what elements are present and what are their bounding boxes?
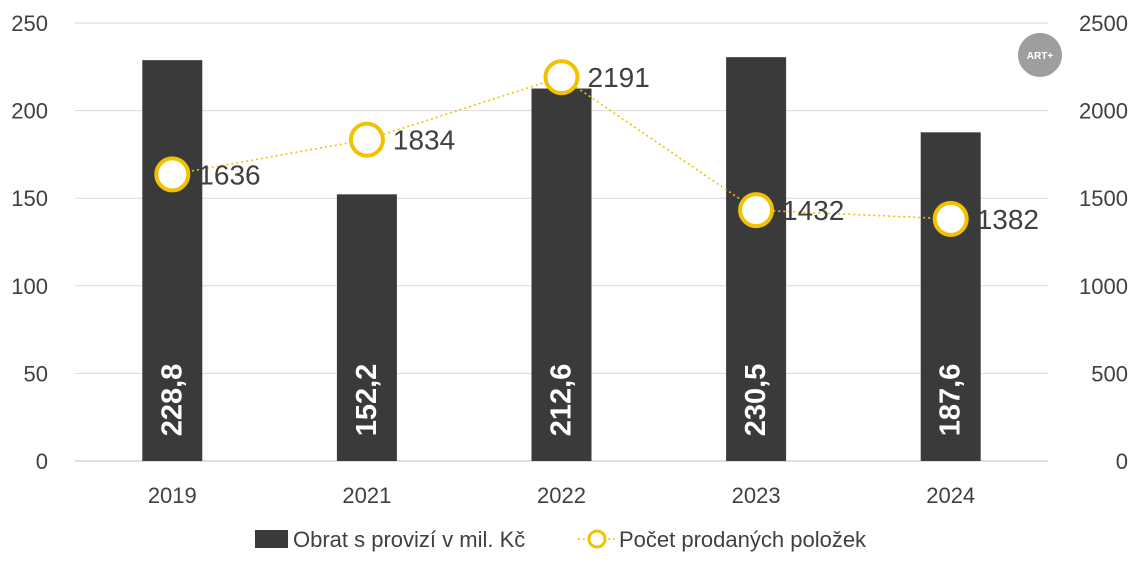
line-series: 1636 1834 2191 1432 1382 — [154, 59, 1039, 237]
point-data-label: 1834 — [393, 125, 455, 156]
legend-swatch-marker — [587, 529, 607, 549]
y-right-tick-label: 2500 — [1079, 11, 1128, 36]
x-tick-label: 2019 — [148, 483, 197, 508]
axes: 0 0 50 500 100 1000 150 1500 200 2000 250 2500 2019 2… — [11, 11, 1128, 508]
bar — [336, 194, 397, 462]
x-tick-label: 2024 — [926, 483, 975, 508]
bar-data-label: 152,2 — [351, 364, 383, 437]
x-tick-label: 2021 — [342, 483, 391, 508]
y-left-tick-label: 250 — [11, 11, 48, 36]
y-right-tick-label: 500 — [1091, 361, 1128, 386]
bar-data-label: 230,5 — [740, 364, 772, 437]
badge-text: ART+ — [1027, 51, 1054, 62]
line-point — [348, 121, 385, 158]
legend-label-bar: Obrat s provizí v mil. Kč — [293, 527, 525, 552]
legend-label-line: Počet prodaných položek — [619, 527, 867, 552]
line-point — [738, 192, 775, 229]
y-left-tick-label: 150 — [11, 186, 48, 211]
legend-swatch-bar — [255, 530, 288, 548]
bar — [142, 60, 203, 462]
y-left-tick-label: 100 — [11, 274, 48, 299]
y-left-tick-label: 200 — [11, 99, 48, 124]
bars: 228,8 152,2 212,6 230,5 187,6 — [142, 57, 981, 462]
y-right-tick-label: 2000 — [1079, 99, 1128, 124]
y-left-tick-label: 0 — [36, 449, 48, 474]
point-data-label: 1636 — [198, 159, 260, 190]
bar — [531, 88, 592, 461]
bar — [726, 57, 787, 461]
bar-data-label: 228,8 — [156, 364, 188, 437]
y-right-tick-label: 0 — [1116, 449, 1128, 474]
bar-data-label: 187,6 — [935, 364, 967, 437]
x-tick-label: 2023 — [732, 483, 781, 508]
bar-data-label: 212,6 — [546, 364, 578, 437]
series-line — [172, 76, 951, 220]
point-data-label: 1432 — [782, 195, 844, 226]
line-point — [154, 156, 191, 193]
line-point — [932, 200, 969, 237]
y-left-tick-label: 50 — [24, 361, 48, 386]
art-plus-badge: ART+ — [1018, 33, 1062, 77]
point-data-label: 2191 — [588, 62, 650, 93]
point-data-label: 1382 — [977, 204, 1039, 235]
y-right-tick-label: 1500 — [1079, 186, 1128, 211]
line-point — [543, 59, 580, 96]
x-tick-label: 2022 — [537, 483, 586, 508]
badge-circle — [1018, 33, 1062, 77]
y-right-tick-label: 1000 — [1079, 274, 1128, 299]
bar — [920, 132, 981, 461]
legend: Obrat s provizí v mil. Kč Počet prodaných… — [255, 527, 867, 552]
